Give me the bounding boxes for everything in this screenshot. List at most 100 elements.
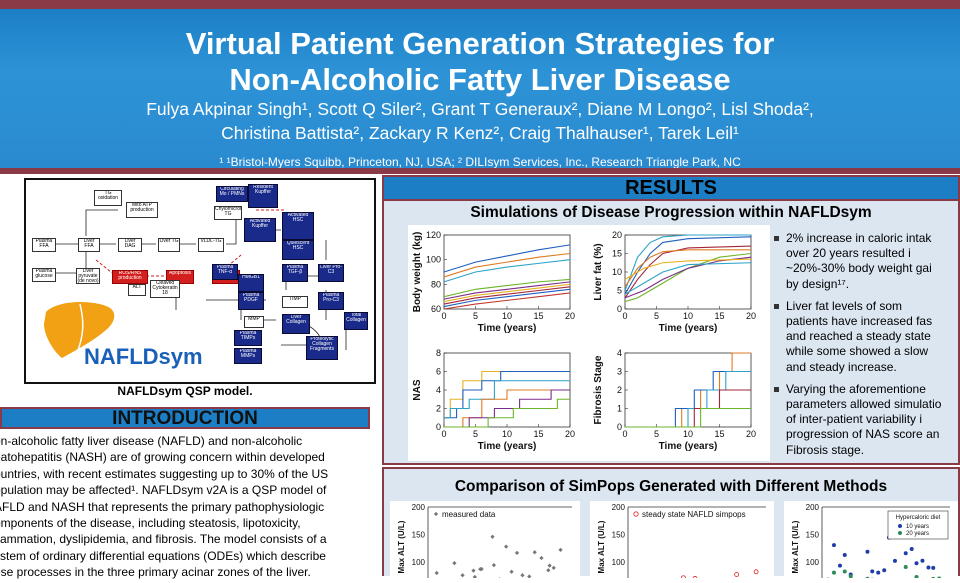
section1-title: Simulations of Disease Progression withi… — [384, 204, 958, 222]
scatter-box-3: 50100150200Max ALT (U/L)Hypercaloric die… — [784, 501, 958, 578]
y-tick-label: 100 — [612, 558, 626, 567]
x-tick-label: 15 — [714, 311, 724, 321]
legend-title: Hypercaloric diet — [896, 515, 941, 521]
box-plasma-pdgf: Plasma PDGF — [238, 292, 264, 310]
results-bullets: 2% increase in caloric intak over 20 yea… — [772, 231, 958, 465]
y-tick-label: 150 — [612, 531, 626, 540]
intro-line: AFLD and NASH that represents the primar… — [0, 499, 360, 515]
legend-label: steady state NAFLD simpops — [642, 510, 746, 519]
legend-marker — [898, 524, 902, 528]
hypercaloric-alt-scatter: 50100150200Max ALT (U/L)Hypercaloric die… — [784, 501, 958, 578]
data-point — [520, 573, 524, 577]
y-tick-label: 5 — [617, 286, 622, 296]
x-tick-label: 20 — [565, 311, 575, 321]
y-axis-label: NAS — [412, 379, 423, 400]
scatter-box-2: 50100150200Max ALT (U/L)steady state NAF… — [590, 501, 774, 578]
model-caption: NAFLDsym QSP model. — [0, 384, 370, 398]
y-tick-label: 8 — [436, 348, 441, 358]
legend-label: 20 years — [906, 531, 929, 537]
x-tick-label: 5 — [473, 311, 478, 321]
data-point — [832, 571, 836, 575]
data-point — [681, 576, 685, 578]
bullet-line: of inter-patient variability i — [786, 412, 958, 427]
data-point — [914, 561, 918, 565]
disease-progression-panel: Simulations of Disease Progression withi… — [382, 201, 960, 465]
x-axis-label: Time (years) — [478, 441, 537, 452]
section2-title: Comparison of SimPops Generated with Dif… — [384, 478, 958, 496]
box-liver-ffa: Liver FFA — [78, 238, 100, 252]
bullet-line: while some showed a slow — [786, 344, 958, 359]
y-tick-label: 200 — [806, 503, 820, 512]
data-point — [931, 577, 935, 578]
y-tick-label: 60 — [431, 304, 441, 314]
data-point — [843, 570, 847, 574]
bullet-line: Varying the aforementione — [786, 382, 958, 397]
nafldsym-model-diagram: TG oxidation Mito ATP production Plasma … — [24, 178, 376, 384]
data-point — [838, 564, 842, 568]
y-tick-label: 100 — [412, 558, 426, 567]
bullet-line: over 20 years resulted i — [786, 246, 958, 261]
bullet-line: ~20%-30% body weight gai — [786, 261, 958, 276]
y-tick-label: 150 — [806, 531, 820, 540]
data-point — [832, 543, 836, 547]
x-tick-label: 5 — [654, 311, 659, 321]
simpops-alt-scatter: 50100150200Max ALT (U/L)steady state NAF… — [590, 501, 774, 578]
box-plasma-mmps: Plasma MMPs — [234, 348, 262, 364]
y-tick-label: 120 — [426, 230, 441, 240]
header-separator — [0, 168, 960, 174]
y-axis-label: Body weight (kg) — [412, 232, 423, 313]
box-vldl-tg: VLDL-TG — [198, 238, 224, 252]
y-tick-label: 0 — [617, 304, 622, 314]
data-point — [492, 563, 496, 567]
box-liver-procol: Liver Pro-C3 — [318, 264, 344, 282]
data-point — [460, 573, 464, 577]
bullet-line: and steady increase. — [786, 360, 958, 375]
box-quiescent-hsc: Quiescent HSC — [282, 240, 314, 260]
data-point — [914, 575, 918, 578]
y-axis-label: Max ALT (U/L) — [597, 520, 606, 573]
x-tick-label: 15 — [714, 429, 724, 439]
box-total-collagen: Total Collagen — [344, 312, 368, 330]
box-plasma-tgfb: Plasma TGF-β — [282, 264, 308, 282]
bullet-line: Liver fat levels of som — [786, 299, 958, 314]
data-point — [754, 570, 758, 574]
box-chylomicron: Chylomicron TG — [214, 206, 242, 220]
data-point — [882, 568, 886, 572]
box-liver-collagen: Liver Collagen — [282, 314, 310, 334]
box-liver-dag: Liver DAG — [118, 238, 142, 252]
box-liver-tg: Liver TG — [158, 238, 180, 252]
introduction-heading: INTRODUCTION — [0, 407, 370, 429]
y-axis-label: Max ALT (U/L) — [397, 520, 406, 573]
y-tick-label: 100 — [806, 558, 820, 567]
intro-line: ese processes in the three primary acina… — [0, 564, 360, 580]
box-ros-production: ROS/RNS production — [112, 270, 148, 284]
measured-alt-scatter: 50100150200Max ALT (U/L)measured data — [390, 501, 580, 578]
data-point — [471, 568, 475, 572]
y-tick-label: 2 — [617, 385, 622, 395]
y-tick-label: 200 — [412, 503, 426, 512]
legend-marker — [434, 512, 438, 516]
intro-line: on-alcoholic fatty liver disease (NAFLD)… — [0, 433, 360, 449]
box-plasma-ffa: Plasma FFA — [32, 238, 56, 252]
results-heading: RESULTS — [382, 175, 960, 201]
box-tg-oxidation: TG oxidation — [94, 190, 122, 206]
nafldsym-logo-text: NAFLDsym — [84, 344, 203, 370]
data-point — [937, 577, 941, 579]
box-fragments: Proteolytic Collagen Fragments — [306, 336, 338, 360]
data-point — [515, 551, 519, 555]
box-liver-pyruvate: Liver pyruvate (de novo) — [76, 268, 100, 284]
legend-marker — [898, 531, 902, 535]
bullet-line: parameters allowed simulatio — [786, 397, 958, 412]
x-tick-label: 15 — [533, 311, 543, 321]
x-tick-label: 5 — [654, 429, 659, 439]
x-tick-label: 10 — [502, 311, 512, 321]
intro-line: flammation, dyslipidemia, and fibrosis. … — [0, 531, 360, 547]
bullet-1: 2% increase in caloric intak over 20 yea… — [772, 231, 958, 292]
box-timp: TIMP — [282, 296, 308, 308]
data-point — [497, 577, 501, 578]
intro-line: ountries, with recent estimates suggesti… — [0, 466, 360, 482]
